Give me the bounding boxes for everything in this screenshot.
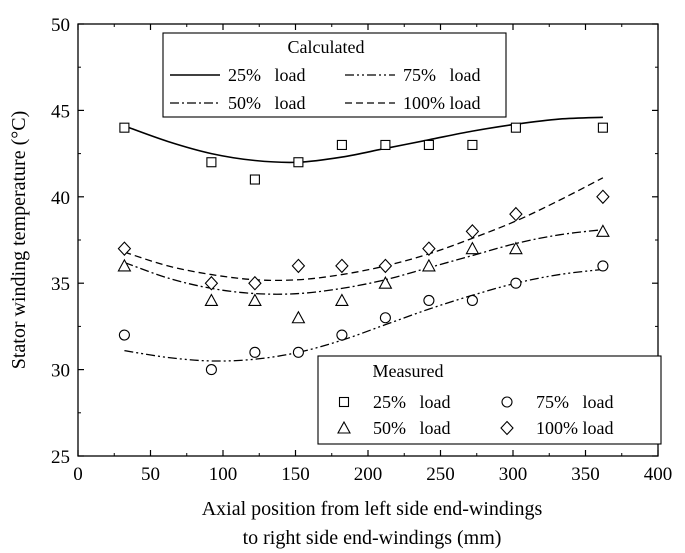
calculated-curve-75pct	[124, 268, 603, 362]
x-tick-label: 50	[141, 464, 160, 485]
measured-point-25pct-square	[467, 139, 478, 151]
y-tick-label: 50	[51, 15, 70, 36]
measured-point-75pct-circle	[336, 329, 348, 341]
calc-legend-label-25: 25% load	[228, 65, 305, 85]
calculated-legend: Calculated 25% load 50% load 75% load 10…	[162, 32, 507, 118]
meas-legend-square-marker	[338, 396, 350, 408]
calc-legend-label-75: 75% load	[403, 65, 480, 85]
measured-point-75pct-circle	[510, 277, 522, 289]
x-axis-label-line2: to right side end-windings (mm)	[243, 527, 502, 549]
series-layer	[124, 116, 604, 362]
measured-point-50pct-triangle	[334, 293, 349, 307]
x-tick-label: 300	[499, 464, 528, 485]
measured-point-100pct-diamond	[378, 258, 393, 274]
calc-legend-label-100: 100% load	[403, 93, 480, 113]
measured-point-100pct-diamond	[248, 275, 262, 291]
meas-legend-label-100: 100% load	[536, 418, 613, 438]
measured-point-100pct-diamond	[204, 275, 219, 291]
tick-layer: 0 50 100 150 200 250 300 350 400 25 30 35 40 45 50	[51, 15, 672, 485]
calculated-legend-title: Calculated	[288, 37, 365, 57]
measured-point-75pct-circle	[205, 364, 217, 376]
x-tick-label: 350	[571, 464, 600, 485]
x-axis-label-line1: Axial position from left side end-windin…	[202, 498, 543, 520]
y-tick-label: 40	[51, 188, 70, 209]
measured-point-75pct-circle	[118, 329, 130, 341]
measured-point-25pct-square	[423, 139, 434, 151]
measured-point-25pct-square	[206, 157, 217, 168]
measured-point-75pct-circle	[597, 260, 609, 272]
measured-point-25pct-square	[380, 139, 391, 151]
measured-point-100pct-diamond	[596, 189, 610, 205]
y-tick-label: 45	[51, 101, 70, 122]
y-tick-label: 25	[51, 447, 70, 468]
measured-point-75pct-circle	[466, 294, 478, 307]
measured-point-50pct-triangle	[595, 224, 610, 237]
calc-legend-label-50: 50% load	[228, 93, 305, 113]
y-tick-label: 35	[51, 274, 70, 295]
measured-point-50pct-triangle	[421, 258, 436, 272]
measured-legend-box	[317, 355, 662, 445]
legend-circle-marker	[501, 396, 513, 408]
y-tick-label: 30	[51, 361, 70, 382]
measured-point-25pct-square	[119, 122, 130, 133]
y-axis-label: Stator winding temperature (°C)	[8, 111, 30, 370]
x-tick-label: 150	[281, 464, 310, 485]
measured-point-50pct-triangle	[378, 276, 393, 289]
legend-square-marker	[338, 396, 350, 408]
measured-point-100pct-diamond	[117, 241, 132, 256]
meas-legend-label-25: 25% load	[373, 392, 450, 412]
meas-legend-label-75: 75% load	[536, 392, 613, 412]
x-tick-label: 0	[73, 464, 83, 485]
meas-legend-label-50: 50% load	[373, 418, 450, 438]
measured-point-50pct-triangle	[508, 241, 523, 255]
meas-legend-diamond-marker	[500, 420, 514, 436]
calculated-legend-box	[162, 32, 507, 118]
measured-point-75pct-circle	[292, 346, 304, 358]
calculated-curve-50pct	[124, 228, 603, 295]
measured-point-25pct-square	[336, 139, 347, 151]
x-tick-label: 250	[426, 464, 455, 485]
measured-legend-title: Measured	[373, 361, 444, 381]
measured-point-25pct-square	[249, 174, 260, 185]
x-tick-label: 200	[354, 464, 383, 485]
measured-point-50pct-triangle	[117, 258, 132, 272]
legend-diamond-marker	[500, 420, 514, 436]
measured-point-100pct-diamond	[291, 258, 306, 274]
calculated-curve-100pct	[124, 177, 604, 282]
measured-point-25pct-square	[293, 157, 304, 168]
meas-legend-triangle-marker	[337, 420, 351, 434]
measured-point-100pct-diamond	[422, 241, 436, 256]
measured-point-50pct-triangle	[291, 310, 306, 324]
measured-point-50pct-triangle	[247, 293, 262, 307]
measured-point-25pct-square	[510, 122, 521, 133]
measured-legend: Measured 25% load 50% load 75% load 100%…	[317, 355, 662, 445]
meas-legend-circle-marker	[501, 396, 513, 408]
marker-layer	[117, 122, 610, 376]
measured-point-50pct-triangle	[465, 241, 480, 255]
measured-point-75pct-circle	[423, 294, 435, 307]
x-tick-label: 400	[644, 464, 673, 485]
measured-point-100pct-diamond	[509, 206, 523, 222]
calculated-curve-25pct	[124, 116, 603, 164]
measured-point-100pct-diamond	[465, 224, 480, 239]
measured-point-50pct-triangle	[204, 293, 219, 307]
measured-point-75pct-circle	[379, 312, 391, 324]
x-tick-label: 100	[209, 464, 238, 485]
measured-point-100pct-diamond	[335, 258, 349, 274]
legend-triangle-marker	[337, 420, 351, 434]
measured-point-75pct-circle	[249, 346, 261, 358]
measured-point-25pct-square	[597, 122, 608, 133]
